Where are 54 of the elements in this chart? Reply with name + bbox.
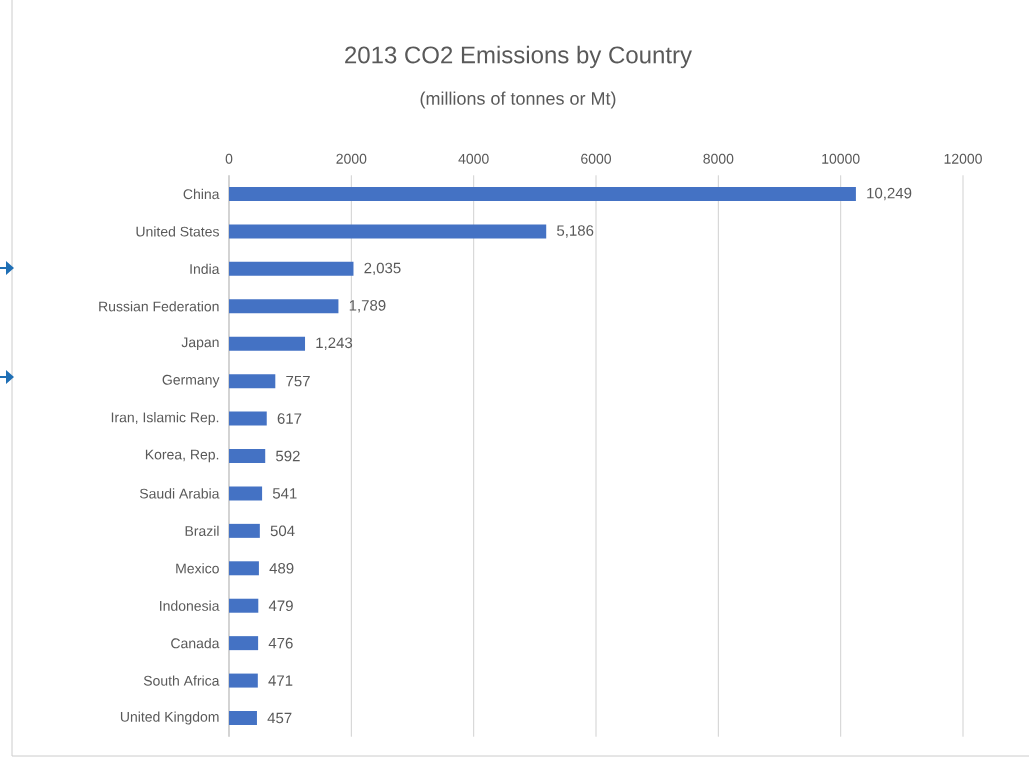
data-label: 5,186 [557, 225, 594, 238]
bar [229, 299, 339, 314]
x-tick-label: 4000 [458, 153, 489, 164]
bar [229, 224, 547, 239]
y-tick-label: Mexico [176, 563, 219, 574]
data-label: 504 [270, 525, 295, 537]
bar [229, 486, 263, 501]
y-tick-label: Brazil [185, 525, 219, 537]
x-tick-label: 10000 [822, 153, 860, 164]
bar [229, 374, 276, 389]
y-tick-label: Iran, Islamic Rep. [111, 412, 219, 426]
data-label: 592 [276, 450, 300, 462]
y-tick-label: Russian Federation [99, 301, 219, 312]
y-tick-label: China [183, 188, 220, 200]
bar [229, 187, 856, 201]
y-tick-label: Canada [171, 638, 220, 649]
bar [229, 411, 267, 426]
x-tick-label: 8000 [703, 153, 734, 164]
y-tick-label: India [190, 263, 220, 274]
bar [229, 561, 259, 576]
data-label: 489 [269, 562, 294, 574]
data-label: 617 [277, 413, 302, 424]
data-label: 479 [268, 600, 293, 612]
y-tick-label: South Africa [143, 675, 220, 686]
bar [229, 636, 259, 651]
data-label: 1,243 [316, 337, 353, 350]
y-tick-label: United Kingdom [120, 711, 219, 725]
y-tick-label: United States [136, 226, 219, 237]
y-tick-label: Japan [181, 337, 219, 350]
x-tick-label: 6000 [581, 153, 612, 164]
data-label: 2,035 [364, 262, 401, 276]
data-label: 757 [286, 375, 310, 387]
chart-subtitle: (millions of tonnes or Mt) [420, 91, 616, 109]
data-label: 10,249 [867, 187, 912, 201]
bar [229, 523, 260, 538]
y-tick-label: Korea, Rep. [145, 449, 219, 463]
bar [229, 261, 354, 276]
x-tick-label: 0 [225, 153, 233, 164]
chart-title: 2013 CO2 Emissions by Country [345, 45, 692, 69]
data-label: 476 [268, 637, 293, 649]
data-label: 457 [267, 712, 292, 724]
bar [229, 673, 258, 688]
x-tick-label: 12000 [944, 153, 982, 164]
y-tick-label: Germany [162, 374, 220, 388]
data-label: 541 [272, 488, 297, 499]
x-tick-label: 2000 [336, 153, 367, 164]
bar [229, 449, 266, 463]
bar [229, 598, 259, 613]
data-label: 1,789 [349, 300, 386, 313]
y-tick-label: Indonesia [160, 600, 220, 611]
y-tick-label: Saudi Arabia [139, 488, 220, 499]
bar [229, 336, 306, 351]
bar [229, 711, 257, 725]
data-label: 471 [268, 675, 293, 686]
